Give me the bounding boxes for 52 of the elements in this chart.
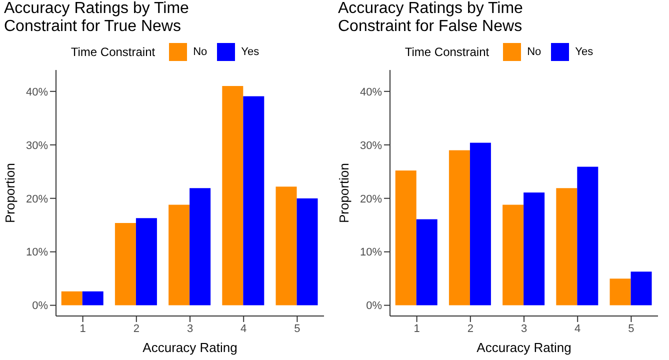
bar — [61, 291, 82, 306]
bar — [168, 204, 190, 306]
bar — [610, 278, 631, 306]
y-tick-label: 0% — [32, 300, 48, 312]
bar — [395, 170, 416, 306]
y-tick-label: 20% — [26, 193, 48, 206]
y-tick-label: 40% — [26, 86, 48, 98]
x-tick-label: 4 — [240, 322, 247, 335]
chart-title: Accuracy Ratings by Time Constraint for False News — [338, 0, 524, 36]
x-axis-title: Accuracy Rating — [142, 340, 238, 355]
y-tick-label: 30% — [26, 140, 48, 152]
bar — [448, 150, 470, 306]
bar — [82, 291, 104, 306]
legend-label: Yes — [241, 46, 260, 58]
bar — [136, 218, 157, 306]
x-axis-title: Accuracy Rating — [476, 340, 572, 355]
y-tick-label: 20% — [360, 193, 382, 206]
x-tick-label: 5 — [628, 322, 634, 335]
legend-label: Yes — [575, 46, 594, 58]
y-tick-label: 10% — [360, 246, 382, 259]
bar — [470, 142, 491, 306]
bar — [630, 272, 652, 306]
x-tick-label: 1 — [80, 322, 86, 335]
bar — [114, 222, 136, 306]
x-tick-label: 3 — [186, 322, 194, 335]
bar — [577, 166, 598, 306]
bar — [556, 188, 578, 306]
bar — [222, 86, 244, 306]
x-tick-label: 4 — [574, 322, 581, 335]
bar — [502, 204, 524, 306]
bar — [276, 186, 297, 306]
legend-label: No — [193, 46, 208, 58]
x-tick-label: 2 — [467, 322, 474, 335]
bar — [190, 188, 211, 306]
legend-label: No — [527, 46, 542, 58]
bar — [243, 96, 264, 306]
y-axis-title: Proportion — [336, 163, 352, 223]
bar — [416, 219, 438, 306]
bar — [296, 198, 318, 306]
x-tick-label: 2 — [133, 322, 140, 335]
y-tick-label: 40% — [360, 86, 382, 98]
x-tick-label: 1 — [414, 322, 420, 335]
y-tick-label: 0% — [366, 300, 382, 312]
bar — [524, 192, 545, 306]
legend-title: Time Constraint — [70, 45, 156, 59]
y-tick-label: 30% — [360, 140, 382, 152]
x-tick-label: 3 — [520, 322, 528, 335]
x-tick-label: 5 — [294, 322, 300, 335]
y-tick-label: 10% — [26, 246, 48, 259]
chart-title: Accuracy Ratings by Time Constraint for True News — [4, 0, 190, 36]
y-axis-title: Proportion — [2, 163, 18, 223]
legend-title: Time Constraint — [404, 45, 490, 59]
